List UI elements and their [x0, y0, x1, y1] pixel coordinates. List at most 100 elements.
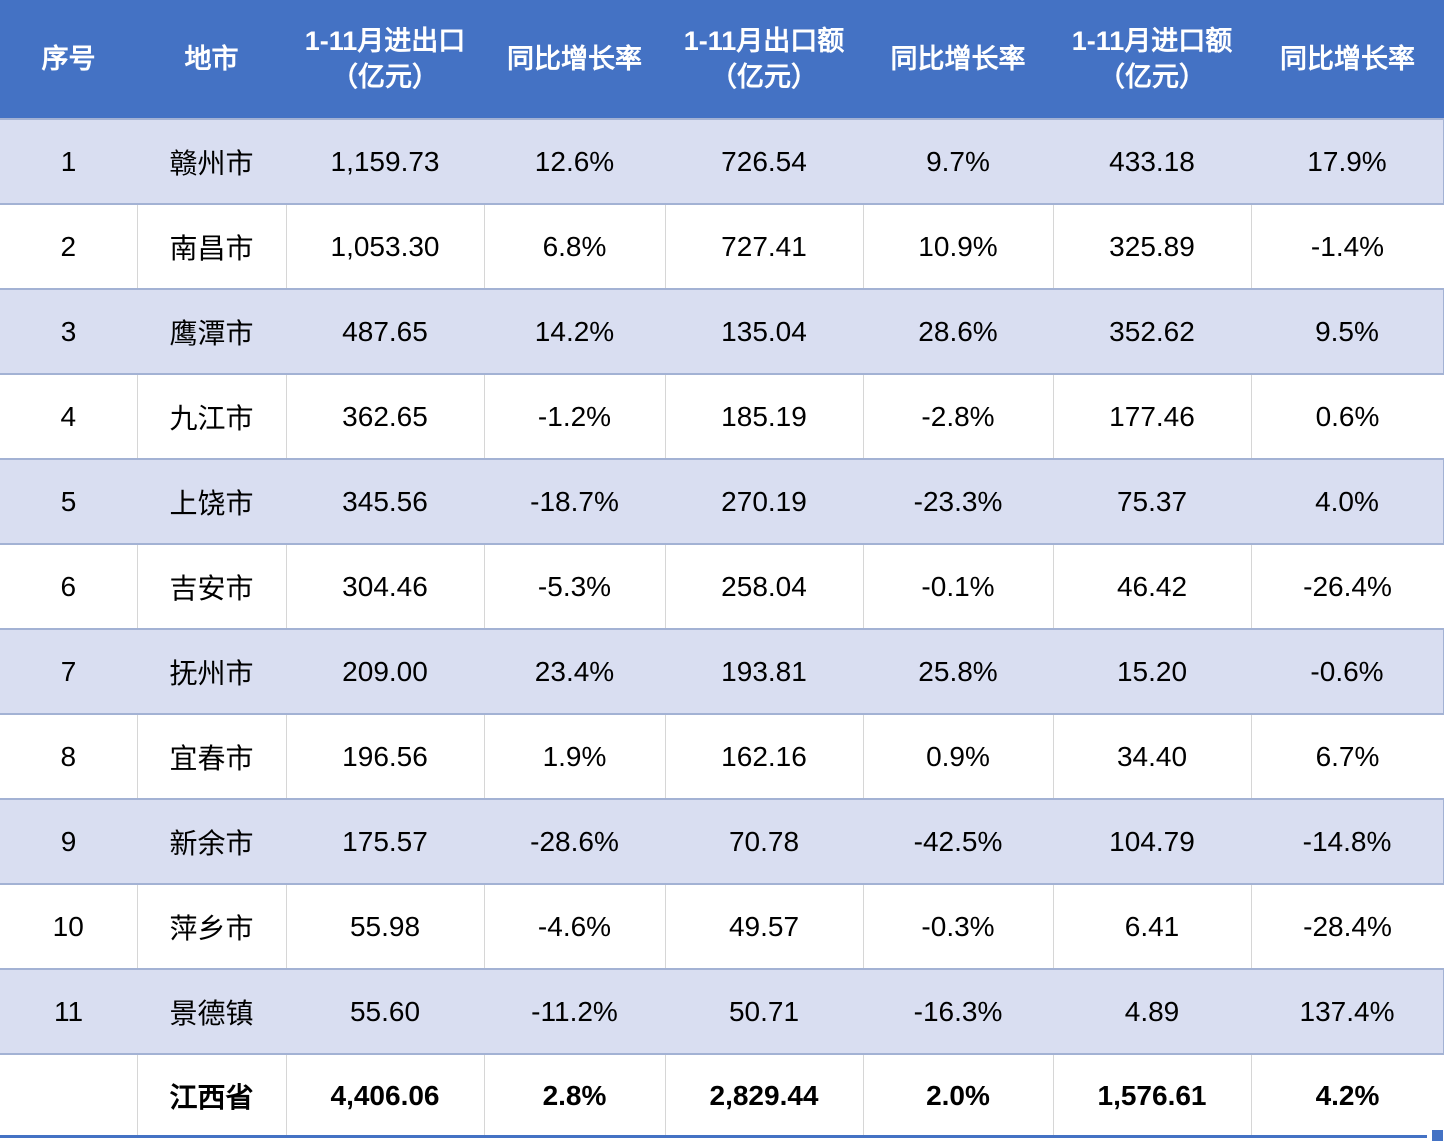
cell-serial[interactable]: 10 [0, 883, 137, 969]
cell-export[interactable]: 70.78 [665, 798, 863, 884]
header-cell-import-export[interactable]: 1-11月进出口 （亿元） [286, 0, 484, 119]
cell-export[interactable]: 162.16 [664, 713, 863, 799]
cell-import-export-yoy[interactable]: -1.2% [483, 373, 665, 459]
cell-import-export-yoy[interactable]: 1.9% [483, 713, 665, 799]
cell-export[interactable]: 135.04 [665, 288, 863, 374]
cell-serial[interactable]: 9 [0, 798, 137, 884]
cell-import-yoy[interactable]: 137.4% [1251, 968, 1444, 1054]
header-cell-export[interactable]: 1-11月出口额 （亿元） [665, 0, 863, 119]
cell-import-yoy[interactable]: 6.7% [1250, 713, 1444, 799]
cell-serial[interactable]: 7 [0, 628, 137, 714]
cell-import[interactable]: 34.40 [1052, 713, 1251, 799]
cell-export[interactable]: 2,829.44 [664, 1053, 863, 1136]
cell-export[interactable]: 49.57 [664, 883, 863, 969]
cell-export-yoy[interactable]: 0.9% [862, 713, 1053, 799]
cell-import[interactable]: 4.89 [1053, 968, 1251, 1054]
cell-import-yoy[interactable]: 4.2% [1250, 1053, 1444, 1136]
cell-import-yoy[interactable]: 4.0% [1251, 458, 1444, 544]
cell-city[interactable]: 赣州市 [137, 118, 286, 204]
cell-serial[interactable]: 8 [0, 713, 137, 799]
cell-export-yoy[interactable]: -23.3% [863, 458, 1053, 544]
cell-city[interactable]: 萍乡市 [136, 883, 286, 969]
cell-import-export-yoy[interactable]: -28.6% [484, 798, 665, 884]
cell-export[interactable]: 258.04 [664, 543, 863, 629]
cell-import-export[interactable]: 55.60 [286, 968, 484, 1054]
cell-import[interactable]: 15.20 [1053, 628, 1251, 714]
cell-export-yoy[interactable]: 28.6% [863, 288, 1053, 374]
cell-import-yoy[interactable]: 0.6% [1250, 373, 1444, 459]
cell-import-export[interactable]: 304.46 [285, 543, 484, 629]
cell-import-export-yoy[interactable]: 14.2% [484, 288, 665, 374]
cell-city[interactable]: 江西省 [136, 1053, 286, 1136]
cell-import[interactable]: 75.37 [1053, 458, 1251, 544]
header-cell-serial[interactable]: 序号 [0, 0, 137, 119]
cell-export[interactable]: 185.19 [664, 373, 863, 459]
cell-import-export-yoy[interactable]: -5.3% [483, 543, 665, 629]
cell-city[interactable]: 上饶市 [137, 458, 286, 544]
cell-city[interactable]: 鹰潭市 [137, 288, 286, 374]
header-cell-city[interactable]: 地市 [137, 0, 286, 119]
cell-city[interactable]: 九江市 [136, 373, 286, 459]
cell-export-yoy[interactable]: 9.7% [863, 118, 1053, 204]
cell-import[interactable]: 46.42 [1052, 543, 1251, 629]
cell-serial[interactable]: 2 [0, 203, 137, 289]
cell-import-export-yoy[interactable]: -4.6% [483, 883, 665, 969]
cell-city[interactable]: 抚州市 [137, 628, 286, 714]
cell-import-export[interactable]: 1,053.30 [285, 203, 484, 289]
cell-export-yoy[interactable]: -0.1% [862, 543, 1053, 629]
cell-serial[interactable]: 6 [0, 543, 137, 629]
header-cell-import-export-yoy[interactable]: 同比增长率 [484, 0, 665, 119]
cell-city[interactable]: 宜春市 [136, 713, 286, 799]
cell-export[interactable]: 726.54 [665, 118, 863, 204]
cell-import-export[interactable]: 345.56 [286, 458, 484, 544]
cell-import-export-yoy[interactable]: 23.4% [484, 628, 665, 714]
cell-serial[interactable]: 4 [0, 373, 137, 459]
cell-import-export-yoy[interactable]: -11.2% [484, 968, 665, 1054]
cell-import[interactable]: 177.46 [1052, 373, 1251, 459]
cell-import-export[interactable]: 209.00 [286, 628, 484, 714]
cell-import-export-yoy[interactable]: 12.6% [484, 118, 665, 204]
cell-serial[interactable]: 11 [0, 968, 137, 1054]
cell-export-yoy[interactable]: 10.9% [862, 203, 1053, 289]
cell-import-yoy[interactable]: -14.8% [1251, 798, 1444, 884]
cell-import-export[interactable]: 175.57 [286, 798, 484, 884]
cell-export-yoy[interactable]: 2.0% [862, 1053, 1053, 1136]
cell-import[interactable]: 325.89 [1052, 203, 1251, 289]
header-cell-import[interactable]: 1-11月进口额 （亿元） [1053, 0, 1251, 119]
cell-serial[interactable] [0, 1053, 137, 1136]
cell-export[interactable]: 50.71 [665, 968, 863, 1054]
cell-import[interactable]: 104.79 [1053, 798, 1251, 884]
cell-import[interactable]: 1,576.61 [1052, 1053, 1251, 1136]
cell-export-yoy[interactable]: -42.5% [863, 798, 1053, 884]
cell-city[interactable]: 南昌市 [136, 203, 286, 289]
cell-import-export-yoy[interactable]: -18.7% [484, 458, 665, 544]
cell-import-export[interactable]: 1,159.73 [286, 118, 484, 204]
cell-serial[interactable]: 5 [0, 458, 137, 544]
cell-serial[interactable]: 1 [0, 118, 137, 204]
cell-export[interactable]: 270.19 [665, 458, 863, 544]
fill-handle[interactable] [1430, 1128, 1443, 1141]
cell-export-yoy[interactable]: -16.3% [863, 968, 1053, 1054]
cell-export-yoy[interactable]: 25.8% [863, 628, 1053, 714]
cell-serial[interactable]: 3 [0, 288, 137, 374]
cell-import-export[interactable]: 55.98 [285, 883, 484, 969]
cell-city[interactable]: 新余市 [137, 798, 286, 884]
cell-export[interactable]: 727.41 [664, 203, 863, 289]
cell-import-yoy[interactable]: -28.4% [1250, 883, 1444, 969]
cell-export-yoy[interactable]: -2.8% [862, 373, 1053, 459]
cell-import-export[interactable]: 487.65 [286, 288, 484, 374]
cell-import-yoy[interactable]: 9.5% [1251, 288, 1444, 374]
cell-import-export-yoy[interactable]: 2.8% [483, 1053, 665, 1136]
cell-import-yoy[interactable]: -26.4% [1250, 543, 1444, 629]
cell-import-yoy[interactable]: 17.9% [1251, 118, 1444, 204]
header-cell-import-yoy[interactable]: 同比增长率 [1251, 0, 1444, 119]
cell-city[interactable]: 景德镇 [137, 968, 286, 1054]
header-cell-export-yoy[interactable]: 同比增长率 [863, 0, 1053, 119]
cell-import[interactable]: 352.62 [1053, 288, 1251, 374]
cell-import-yoy[interactable]: -1.4% [1250, 203, 1444, 289]
cell-export-yoy[interactable]: -0.3% [862, 883, 1053, 969]
cell-import-export[interactable]: 196.56 [285, 713, 484, 799]
cell-city[interactable]: 吉安市 [136, 543, 286, 629]
cell-import-export[interactable]: 362.65 [285, 373, 484, 459]
cell-import-yoy[interactable]: -0.6% [1251, 628, 1444, 714]
